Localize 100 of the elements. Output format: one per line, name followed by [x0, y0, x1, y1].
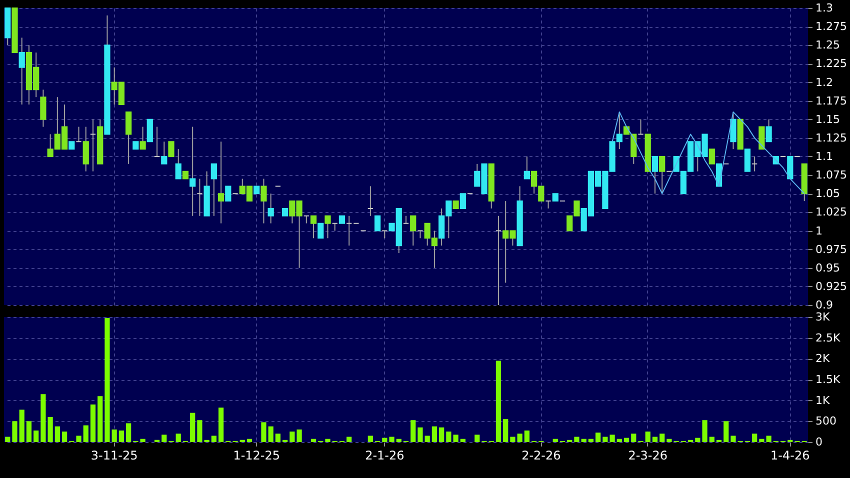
bar [610, 434, 615, 442]
y-tick-label: 1.3 [816, 2, 833, 14]
candlestick [168, 141, 174, 157]
bar [176, 434, 181, 442]
bar [596, 432, 601, 442]
bar [702, 420, 708, 442]
bar [695, 438, 700, 442]
bar [724, 421, 729, 442]
candlestick [460, 193, 466, 209]
bar [34, 430, 39, 442]
bar [296, 430, 302, 442]
candlestick [659, 156, 666, 194]
candlestick [18, 37, 25, 106]
candlestick [76, 126, 82, 142]
candlestick [196, 178, 203, 216]
bar [666, 438, 672, 442]
y-tick-label: 3K [816, 310, 830, 324]
candlestick [652, 156, 658, 194]
y-tick-label: 1.25 [816, 38, 840, 52]
bar [261, 422, 266, 442]
bar [104, 318, 110, 442]
bar [90, 404, 96, 442]
y-tick-label: 0.925 [816, 280, 847, 293]
bar [246, 438, 252, 442]
candlestick [146, 118, 153, 142]
candlestick [374, 215, 381, 232]
bar [382, 438, 388, 442]
bar [588, 438, 594, 442]
y-tick-label: 2.5K [816, 331, 841, 344]
bar [76, 436, 82, 442]
candlestick [766, 118, 772, 142]
candlestick [752, 156, 758, 172]
candlestick [303, 215, 310, 224]
bar [709, 436, 714, 442]
candlestick [367, 186, 374, 216]
bar [19, 410, 24, 442]
candlestick [524, 156, 530, 180]
y-tick-label: 1.5K [816, 373, 841, 386]
x-tick-label: 3-11-25 [90, 448, 138, 462]
bar [410, 420, 416, 442]
bar [418, 427, 423, 442]
bar [432, 426, 438, 442]
candlestick [410, 215, 416, 246]
bar [98, 396, 103, 442]
bar [211, 436, 216, 442]
y-tick-label: 1.15 [816, 112, 840, 126]
candlestick [708, 148, 715, 164]
y-tick-label: 1.2 [816, 76, 833, 89]
bar [730, 436, 736, 442]
bar [446, 432, 452, 442]
candlestick [90, 118, 96, 172]
bar [62, 432, 68, 442]
candlestick [787, 156, 794, 180]
candlestick [210, 163, 217, 216]
bar [83, 425, 88, 442]
y-tick-label: 1.275 [816, 20, 847, 34]
candlestick [495, 215, 502, 306]
candlestick [225, 186, 232, 202]
bar [197, 420, 202, 442]
candlestick [260, 178, 267, 224]
bar [218, 408, 224, 442]
bar [5, 436, 10, 442]
candlestick [175, 148, 182, 180]
candlestick [630, 134, 637, 164]
candlestick [310, 215, 317, 239]
candlestick [346, 215, 352, 246]
candlestick [545, 200, 552, 209]
candlestick [402, 215, 410, 224]
bar [346, 436, 352, 442]
bar [517, 434, 522, 442]
bar [574, 436, 580, 442]
bar [26, 421, 32, 442]
y-tick-label: 1.175 [816, 94, 847, 108]
bar [660, 434, 665, 442]
bar [474, 434, 480, 442]
candlestick [126, 111, 132, 164]
bar [396, 438, 402, 442]
bar [631, 434, 636, 442]
bar [524, 430, 530, 442]
bar [126, 423, 132, 442]
candlestick [140, 126, 146, 150]
y-tick-label: 1.1 [816, 150, 833, 163]
bar [460, 438, 466, 442]
candlestick [318, 222, 324, 239]
candlestick [638, 118, 644, 135]
bar [290, 432, 295, 442]
bar [118, 430, 124, 442]
candlestick [82, 126, 89, 172]
candlestick [268, 193, 274, 224]
bar [552, 438, 558, 442]
bar [325, 438, 330, 442]
x-tick-label: 1-4-26 [770, 448, 810, 462]
bar [624, 438, 630, 442]
y-tick-label: 0.95 [816, 261, 840, 274]
y-tick-label: 1.125 [816, 131, 847, 144]
candlestick [324, 215, 331, 239]
candlestick [332, 222, 338, 232]
bar [616, 438, 622, 442]
bar [162, 434, 167, 442]
candlestick [190, 126, 196, 216]
